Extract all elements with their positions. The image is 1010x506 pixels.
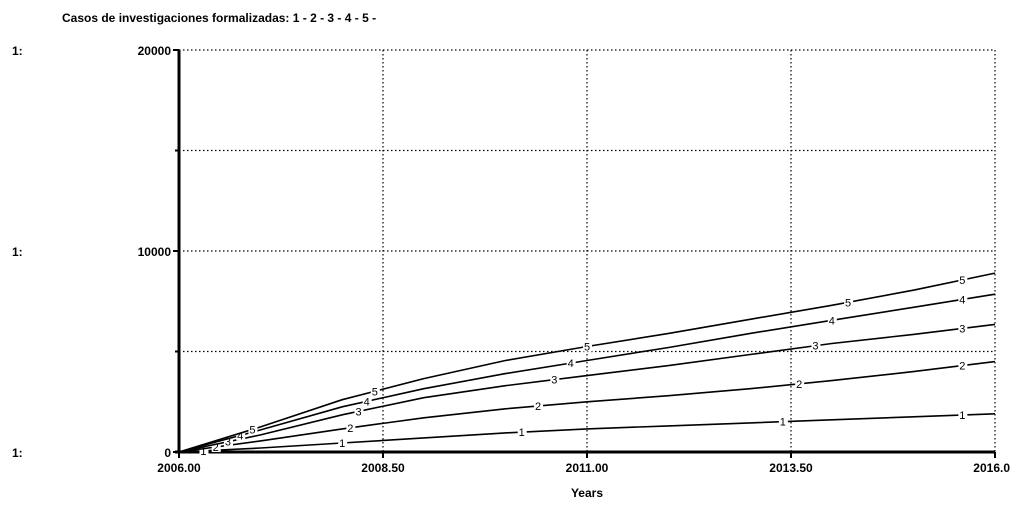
series-marker-1: 1 (959, 410, 965, 422)
chart-title: Casos de investigaciones formalizadas: 1… (62, 11, 376, 25)
axis-labels: 0 1: 10000 1: 20000 1: 2006.00 2008.50 2011.00 20… (12, 44, 1010, 500)
x-tick-label: 2013.50 (769, 461, 813, 475)
y-tick-label: 20000 (138, 44, 172, 58)
series-marker-bg (958, 358, 968, 371)
series-marker-5: 5 (959, 275, 965, 287)
series-marker-3: 3 (551, 375, 557, 387)
series-marker-2: 2 (959, 361, 965, 373)
series-marker-bg (958, 321, 968, 334)
series-marker-4: 4 (829, 315, 835, 327)
x-tick-label: 2016.00 (973, 461, 1010, 475)
series-marker-bg (354, 404, 364, 417)
axes (173, 49, 996, 458)
series-marker-5: 5 (845, 297, 851, 309)
series-marker-1: 1 (519, 427, 525, 439)
series-marker-bg (517, 425, 527, 438)
series-marker-4: 4 (568, 358, 574, 370)
x-axis-label: Years (571, 486, 603, 500)
series-marker-bg (370, 384, 380, 397)
series-line-1 (178, 413, 996, 453)
series-marker-3: 3 (355, 406, 361, 418)
series-marker-2: 2 (535, 401, 541, 413)
series-marker-4: 4 (364, 396, 370, 408)
series-marker-bg (778, 414, 788, 427)
x-tick-label: 2006.00 (157, 461, 201, 475)
series-marker-bg (534, 398, 544, 411)
series-marker-2: 2 (213, 442, 219, 454)
series-marker-bg (811, 338, 821, 351)
x-tick-label: 2008.50 (361, 461, 405, 475)
series-marker-bg (211, 440, 221, 453)
x-tick-label: 2011.00 (566, 461, 609, 475)
series-marker-bg (566, 356, 576, 369)
series-marker-5: 5 (584, 341, 590, 353)
series-marker-5: 5 (372, 386, 378, 398)
y-tick-label: 0 (164, 446, 171, 460)
series-marker-3: 3 (959, 323, 965, 335)
series-marker-bg (583, 339, 592, 352)
series-marker-bg (827, 313, 837, 326)
series-marker-2: 2 (796, 379, 802, 391)
series-line-4 (178, 293, 996, 453)
series-marker-bg (346, 420, 356, 433)
series-marker-bg (199, 443, 209, 456)
series-marker-bg (236, 428, 246, 441)
grid (179, 49, 996, 452)
series-marker-bg (958, 408, 968, 421)
series-marker-4: 4 (237, 430, 243, 442)
y-row-label: 1: (12, 44, 23, 58)
series-marker-bg (958, 272, 968, 285)
y-row-label: 1: (12, 245, 23, 259)
series-marker-3: 3 (225, 437, 231, 449)
series-marker-2: 2 (347, 423, 353, 435)
series-line-2 (178, 360, 996, 453)
series-marker-5: 5 (249, 424, 255, 436)
series-marker-bg (362, 394, 372, 407)
series-marker-bg (844, 295, 854, 308)
series-marker-bg (795, 376, 805, 389)
series-marker-1: 1 (780, 417, 786, 429)
series-line-3 (178, 323, 996, 453)
series-marker-4: 4 (959, 294, 965, 306)
series-marker-1: 1 (339, 438, 345, 450)
series-marker-1: 1 (200, 446, 206, 458)
series-marker-bg (223, 434, 233, 447)
series-marker-3: 3 (812, 341, 818, 353)
series-marker-bg (248, 422, 258, 435)
y-tick-label: 10000 (138, 245, 172, 259)
y-row-label: 1: (12, 446, 23, 460)
series-marker-bg (338, 435, 348, 448)
series-marker-bg (958, 292, 968, 305)
series-marker-bg (550, 372, 560, 385)
